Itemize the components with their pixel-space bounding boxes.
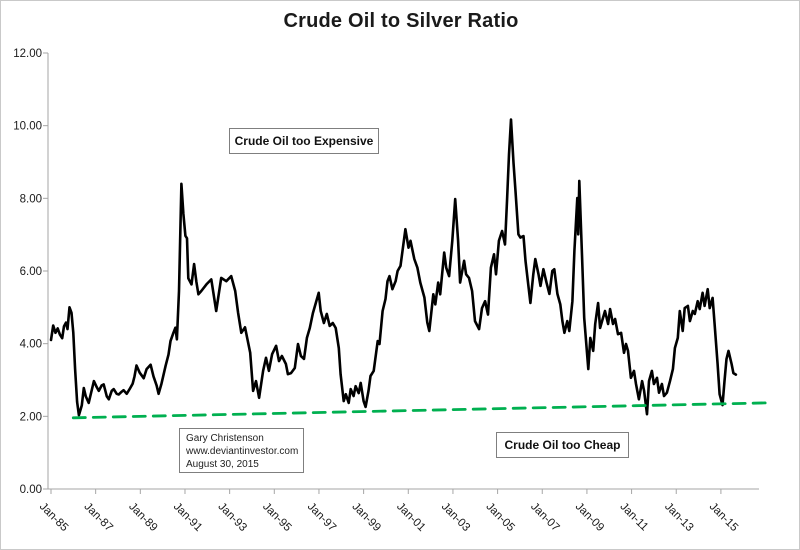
x-tick-label: Jan-87 [82, 501, 115, 534]
y-tick-label: 2.00 [20, 411, 42, 423]
x-tick-label: Jan-05 [483, 501, 516, 534]
annotation-too-expensive-label: Crude Oil too Expensive [234, 134, 374, 148]
y-tick-labels: 0.00 2.00 4.00 6.00 8.00 10.00 12.00 [13, 48, 42, 496]
x-tick-label: Jan-97 [305, 501, 338, 534]
x-tick-label: Jan-85 [37, 501, 70, 534]
x-tick-label: Jan-13 [662, 501, 695, 534]
x-tick-label: Jan-07 [528, 501, 561, 534]
ratio-series-line [49, 118, 738, 417]
x-tick-label: Jan-15 [707, 501, 740, 534]
annotation-too-expensive: Crude Oil too Expensive [229, 128, 379, 154]
annotation-too-cheap-label: Crude Oil too Cheap [504, 438, 621, 452]
credit-website: www.deviantinvestor.com [186, 446, 299, 457]
credit-author: Gary Christenson [186, 433, 264, 444]
annotation-credit: Gary Christenson www.deviantinvestor.com… [179, 428, 304, 473]
y-tick-label: 0.00 [20, 484, 42, 496]
annotation-too-cheap: Crude Oil too Cheap [496, 432, 629, 458]
x-tick-label: Jan-99 [349, 501, 382, 534]
y-tick-label: 4.00 [20, 339, 42, 351]
x-tick-label: Jan-89 [126, 501, 159, 534]
x-tick-label: Jan-03 [439, 501, 472, 534]
x-tick-label: Jan-11 [617, 501, 650, 534]
y-tick-label: 10.00 [13, 121, 42, 133]
x-tick-label: Jan-95 [260, 501, 293, 534]
credit-date: August 30, 2015 [186, 459, 259, 470]
trendline [71, 401, 767, 420]
x-tick-label: Jan-91 [171, 501, 204, 534]
chart-title: Crude Oil to Silver Ratio [283, 10, 519, 32]
x-tick-label: Jan-93 [216, 501, 249, 534]
y-tick-label: 6.00 [20, 266, 42, 278]
x-tick-label: Jan-01 [394, 501, 427, 534]
x-tick-label: Jan-09 [573, 501, 606, 534]
axes [43, 52, 759, 494]
x-tick-labels: Jan-85 Jan-87 Jan-89 Jan-91 Jan-93 Jan-95 Jan-… [37, 501, 740, 534]
y-tick-label: 12.00 [13, 48, 42, 60]
y-tick-label: 8.00 [20, 193, 42, 205]
